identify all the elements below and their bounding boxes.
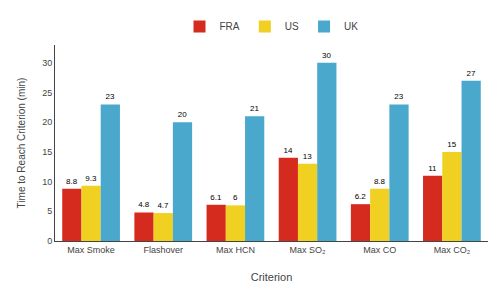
svg-text:UK: UK — [344, 21, 358, 32]
svg-text:25: 25 — [42, 88, 52, 98]
svg-text:30: 30 — [42, 58, 52, 68]
svg-text:4.8: 4.8 — [138, 200, 150, 209]
svg-text:21: 21 — [250, 104, 259, 113]
svg-text:9.3: 9.3 — [85, 174, 97, 183]
svg-text:0: 0 — [47, 236, 52, 246]
svg-text:13: 13 — [303, 152, 312, 161]
svg-text:23: 23 — [394, 92, 403, 101]
svg-text:8.8: 8.8 — [66, 177, 78, 186]
svg-text:Time to Reach Criterion (min): Time to Reach Criterion (min) — [16, 78, 27, 209]
svg-text:15: 15 — [42, 147, 52, 157]
svg-text:10: 10 — [42, 177, 52, 187]
svg-text:Flashover: Flashover — [143, 245, 183, 255]
svg-text:US: US — [285, 21, 299, 32]
svg-text:30: 30 — [322, 51, 331, 60]
svg-text:20: 20 — [42, 117, 52, 127]
svg-text:FRA: FRA — [220, 21, 240, 32]
svg-text:Max Smoke: Max Smoke — [67, 245, 115, 255]
svg-text:27: 27 — [466, 69, 475, 78]
svg-text:14: 14 — [284, 146, 293, 155]
svg-text:11: 11 — [428, 164, 437, 173]
svg-text:15: 15 — [447, 140, 456, 149]
svg-text:8.8: 8.8 — [374, 177, 386, 186]
svg-text:Max HCN: Max HCN — [216, 245, 255, 255]
svg-text:Max CO₂: Max CO₂ — [434, 245, 471, 255]
svg-text:5: 5 — [47, 206, 52, 216]
svg-text:Criterion: Criterion — [251, 271, 293, 283]
svg-text:6.2: 6.2 — [355, 192, 367, 201]
svg-text:23: 23 — [106, 92, 115, 101]
svg-text:6.1: 6.1 — [210, 193, 222, 202]
svg-text:Max SO₂: Max SO₂ — [290, 245, 327, 255]
svg-text:20: 20 — [178, 110, 187, 119]
svg-text:Max CO: Max CO — [363, 245, 396, 255]
svg-text:4.7: 4.7 — [157, 201, 169, 210]
svg-text:6: 6 — [233, 193, 238, 202]
